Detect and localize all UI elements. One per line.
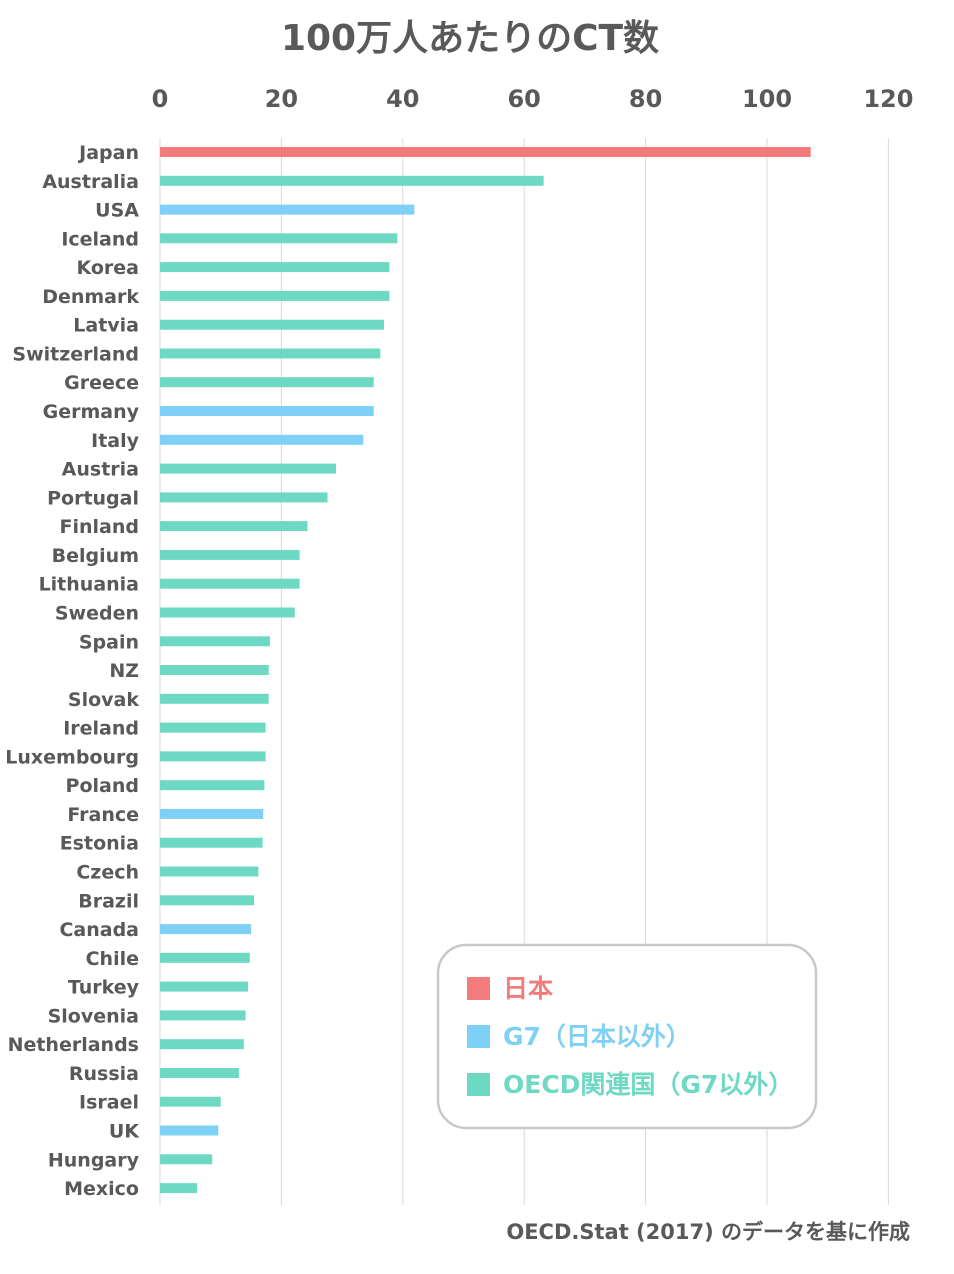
- gridlines: [159, 138, 889, 1205]
- category-label: Finland: [60, 516, 139, 538]
- legend-swatch: [467, 1073, 490, 1096]
- category-label: USA: [95, 200, 139, 222]
- x-tick-label: 0: [152, 85, 169, 113]
- bar-lithuania: [160, 578, 300, 589]
- bar-finland: [160, 521, 308, 532]
- category-labels: Japan Australia USA Iceland Korea Denmark Latv…: [5, 142, 140, 1200]
- category-label: Iceland: [61, 228, 139, 250]
- bar-germany: [160, 406, 374, 416]
- bar-israel: [160, 1096, 221, 1107]
- category-label: Brazil: [78, 890, 139, 912]
- bar-turkey: [160, 981, 248, 992]
- bar-korea: [160, 262, 390, 273]
- bar-australia: [160, 175, 544, 186]
- category-label: Slovak: [68, 689, 139, 711]
- legend: 日本 G7（日本以外） OECD関連国（G7以外）: [436, 943, 818, 1130]
- category-label: Lithuania: [39, 574, 139, 596]
- category-label: Spain: [79, 631, 139, 653]
- legend-swatch: [467, 977, 490, 1000]
- category-label: Latvia: [73, 315, 139, 337]
- bar-austria: [160, 463, 336, 474]
- category-label: Chile: [86, 948, 139, 970]
- category-label: Mexico: [64, 1178, 139, 1200]
- bar-greece: [160, 377, 374, 388]
- bar-sweden: [160, 607, 295, 618]
- category-label: Luxembourg: [5, 746, 139, 768]
- bar-brazil: [160, 895, 255, 906]
- bar-latvia: [160, 319, 384, 330]
- bar-luxembourg: [160, 751, 266, 762]
- category-label: Denmark: [42, 286, 139, 308]
- x-tick-label: 40: [386, 85, 419, 113]
- chart-title: 100万人あたりのCT数: [281, 18, 659, 59]
- bar-spain: [160, 636, 270, 647]
- category-label: Netherlands: [8, 1034, 139, 1056]
- bar-slovak: [160, 693, 269, 704]
- x-tick-label: 20: [265, 85, 298, 113]
- x-tick-label: 120: [863, 85, 913, 113]
- category-label: Turkey: [68, 977, 140, 999]
- legend-box: [436, 943, 818, 1130]
- category-label: Russia: [69, 1063, 139, 1085]
- category-label: Poland: [66, 775, 139, 797]
- category-label: Israel: [79, 1092, 139, 1114]
- category-label: Ireland: [63, 718, 139, 740]
- bar-france: [160, 808, 264, 819]
- category-label: UK: [109, 1121, 140, 1143]
- bar-slovenia: [160, 1010, 246, 1021]
- category-label: France: [67, 804, 139, 826]
- bar-usa: [160, 204, 415, 215]
- category-label: Japan: [77, 142, 139, 164]
- category-label: Estonia: [60, 833, 139, 855]
- category-label: Switzerland: [12, 344, 139, 366]
- x-tick-label: 60: [507, 85, 540, 113]
- bar-chile: [160, 952, 250, 963]
- category-label: Germany: [43, 401, 140, 423]
- category-label: Sweden: [55, 603, 139, 625]
- bar-mexico: [160, 1183, 197, 1194]
- bar-estonia: [160, 837, 263, 848]
- bar-iceland: [160, 233, 398, 244]
- category-label: Korea: [76, 257, 139, 279]
- bar-russia: [160, 1068, 239, 1078]
- category-label: Australia: [42, 171, 139, 193]
- category-label: Belgium: [52, 545, 139, 567]
- bar-ireland: [160, 722, 266, 733]
- legend-label: OECD関連国（G7以外）: [503, 1070, 793, 1099]
- bar-nz: [160, 665, 269, 675]
- category-label: Czech: [76, 862, 139, 884]
- category-label: NZ: [109, 660, 139, 682]
- legend-swatch: [467, 1025, 490, 1048]
- x-axis-ticks: 0 20 40 60 80 100 120: [152, 85, 914, 113]
- category-label: Austria: [62, 459, 139, 481]
- category-label: Portugal: [47, 487, 139, 509]
- bar-denmark: [160, 290, 390, 301]
- bar-italy: [160, 434, 364, 445]
- source-note: OECD.Stat (2017) のデータを基に作成: [506, 1220, 910, 1244]
- bar-uk: [160, 1125, 219, 1136]
- x-tick-label: 100: [742, 85, 792, 113]
- bar-switzerland: [160, 348, 381, 359]
- bar-netherlands: [160, 1039, 244, 1050]
- category-label: Slovenia: [48, 1005, 139, 1027]
- category-label: Italy: [91, 430, 139, 452]
- legend-label: G7（日本以外）: [503, 1022, 691, 1051]
- bar-poland: [160, 780, 265, 791]
- category-label: Greece: [64, 372, 139, 394]
- bar-canada: [160, 924, 252, 935]
- bar-japan: [160, 147, 811, 157]
- category-label: Canada: [59, 919, 139, 941]
- bar-czech: [160, 866, 259, 877]
- bars: [160, 147, 811, 1194]
- bar-hungary: [160, 1154, 213, 1165]
- bar-portugal: [160, 492, 328, 503]
- legend-label: 日本: [503, 974, 553, 1003]
- bar-belgium: [160, 549, 300, 560]
- x-tick-label: 80: [629, 85, 662, 113]
- category-label: Hungary: [48, 1149, 140, 1171]
